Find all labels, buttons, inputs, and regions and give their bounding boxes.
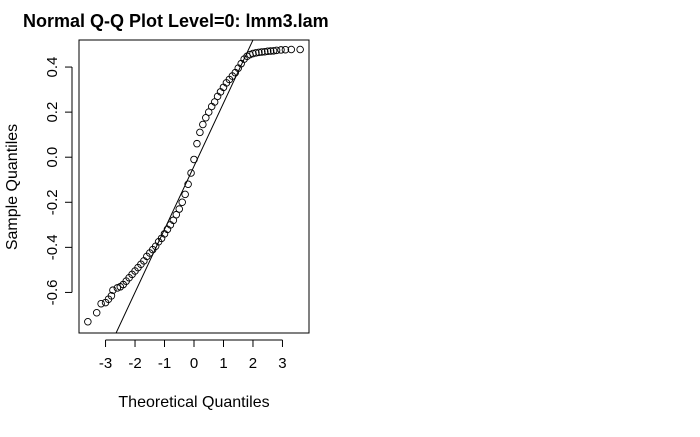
sample-point: [172, 210, 181, 219]
y-tick-label: -0.4: [44, 234, 61, 260]
qq-reference-line: [115, 40, 254, 333]
y-tick-label: 0.4: [44, 57, 61, 78]
sample-point: [92, 308, 101, 317]
x-tick-label: 2: [249, 355, 257, 372]
sample-point: [210, 98, 219, 106]
sample-point: [266, 47, 275, 55]
x-tick-label: -1: [158, 355, 171, 372]
sample-point: [178, 198, 186, 207]
sample-point: [199, 120, 207, 129]
sample-point: [97, 299, 105, 308]
sample-point: [277, 46, 285, 54]
chart-title: Normal Q-Q Plot Level=0: lmm3.lam: [23, 11, 329, 31]
sample-point: [84, 317, 92, 326]
y-tick-label: -0.6: [44, 280, 61, 306]
y-tick-label: 0.2: [44, 102, 61, 123]
sample-point: [269, 47, 278, 55]
sample-point: [272, 46, 281, 55]
sample-point: [249, 49, 257, 58]
sample-point: [196, 128, 204, 137]
y-axis: -0.6 -0.4 -0.2 0.0 0.2 0.4: [44, 57, 73, 306]
sample-point: [204, 108, 213, 116]
sample-point: [107, 292, 116, 300]
sample-point: [261, 47, 269, 56]
sample-point: [281, 45, 290, 54]
x-tick-label: 0: [190, 355, 198, 372]
y-tick-label: -0.2: [44, 189, 61, 215]
reference-line-group: [115, 40, 254, 333]
x-axis-label: Theoretical Quantiles: [118, 394, 269, 411]
sample-point: [181, 190, 189, 199]
x-tick-label: 3: [278, 355, 286, 372]
x-tick-label: -2: [128, 355, 141, 372]
sample-point: [184, 180, 192, 188]
sample-point: [187, 169, 195, 177]
sample-point: [175, 205, 184, 213]
sample-point: [169, 216, 178, 225]
y-tick-label: 0.0: [44, 147, 61, 168]
sample-point: [296, 45, 304, 54]
sample-point: [255, 48, 263, 57]
sample-point: [258, 48, 266, 56]
sample-point: [109, 286, 117, 294]
sample-point: [263, 47, 272, 56]
sample-point: [193, 139, 201, 148]
x-tick-label: 1: [219, 355, 227, 372]
y-axis-label: Sample Quantiles: [4, 124, 21, 250]
x-axis: -3 -2 -1 0 1 2 3: [99, 339, 287, 372]
x-tick-label: -3: [99, 355, 112, 372]
sample-points: [84, 45, 304, 326]
plot-frame: [78, 39, 310, 334]
sample-point: [287, 45, 296, 54]
sample-point: [252, 49, 260, 57]
sample-point: [190, 155, 198, 164]
sample-point: [202, 114, 210, 122]
